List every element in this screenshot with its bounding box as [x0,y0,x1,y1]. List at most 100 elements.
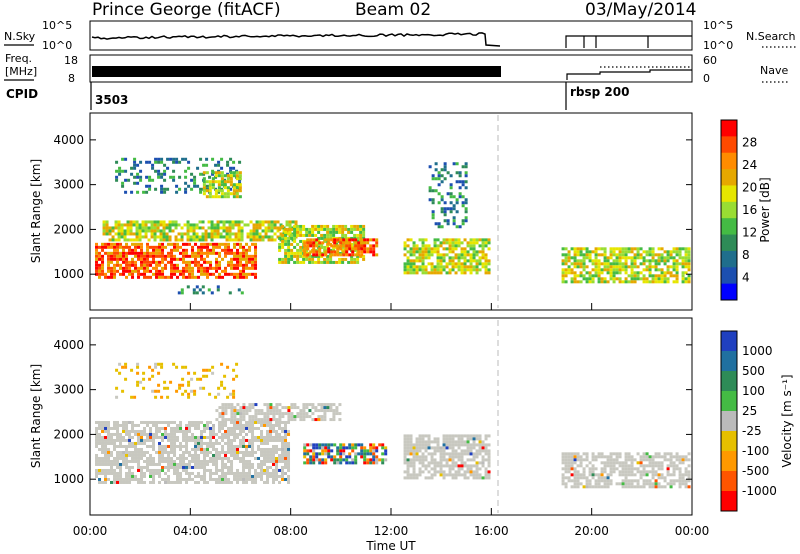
heatmap-cell [234,220,238,224]
heatmap-cell [332,227,336,231]
colorbar-swatch [721,201,737,219]
heatmap-cell [457,446,461,450]
heatmap-cell [144,232,148,236]
heatmap-cell [272,412,276,416]
heatmap-cell [104,441,108,445]
heatmap-cell [314,260,318,264]
heatmap-cell [478,446,482,450]
heatmap-cell [98,480,102,484]
heatmap-cell [188,275,192,279]
heatmap-cell [666,467,670,471]
heatmap-cell [257,456,261,460]
heatmap-cell [135,220,139,224]
heatmap-cell [166,386,170,390]
heatmap-cell [332,233,336,237]
heatmap-cell [200,245,204,249]
heatmap-cell [378,458,382,462]
heatmap-cell [227,418,231,422]
heatmap-cell [648,262,652,266]
heatmap-cell [179,456,183,460]
heatmap-cell [318,250,322,254]
heatmap-cell [181,392,185,396]
heatmap-cell [188,474,192,478]
heatmap-cell [242,245,246,249]
heatmap-cell [248,418,252,422]
heatmap-cell [212,432,216,436]
heatmap-cell [678,482,682,486]
heatmap-cell [199,386,203,390]
heatmap-cell [237,232,241,236]
heatmap-cell [192,232,196,236]
heatmap-cell [318,247,322,251]
heatmap-cell [113,269,117,273]
heatmap-cell [179,459,183,463]
heatmap-cell [125,269,129,273]
heatmap-cell [573,259,577,263]
heatmap-cell [449,195,453,199]
heatmap-cell [409,271,413,275]
heatmap-cell [585,253,589,257]
heatmap-cell [564,467,568,471]
heatmap-cell [188,465,192,469]
heatmap-cell [327,449,331,453]
heatmap-cell [315,238,319,242]
heatmap-cell [195,238,199,242]
heatmap-cell [184,365,188,369]
heatmap-cell [229,187,233,191]
heatmap-cell [257,444,261,448]
heatmap-cell [98,441,102,445]
heatmap-cell [403,247,407,251]
heatmap-cell [454,443,458,447]
heatmap-cell [191,459,195,463]
heatmap-cell [415,476,419,480]
heatmap-cell [451,440,455,444]
heatmap-cell [356,224,360,228]
heatmap-cell [588,461,592,465]
heatmap-cell [266,456,270,460]
heatmap-cell [424,250,428,254]
heatmap-cell [302,418,306,422]
heatmap-cell [372,449,376,453]
heatmap-cell [239,477,243,481]
heatmap-cell [418,467,422,471]
heatmap-cell [460,455,464,459]
heatmap-cell [170,480,174,484]
heatmap-cell [125,242,129,246]
heatmap-cell [131,420,135,424]
heatmap-cell [233,242,237,246]
heatmap-cell [169,157,173,161]
heatmap-cell [362,227,366,231]
heatmap-cell [306,238,310,242]
heatmap-cell [463,247,467,251]
heatmap-cell [238,174,242,178]
heatmap-cell [116,465,120,469]
heatmap-cell [116,420,120,424]
heatmap-cell [195,285,199,289]
heatmap-cell [615,271,619,275]
heatmap-cell [237,223,241,227]
heatmap-cell [200,432,204,436]
heatmap-cell [296,230,300,234]
heatmap-cell [258,220,262,224]
heatmap-cell [194,257,198,261]
heatmap-cell [108,238,112,242]
heatmap-cell [221,412,225,416]
heatmap-cell [654,277,658,281]
heatmap-cell [442,470,446,474]
heatmap-cell [233,429,237,433]
heatmap-cell [484,443,488,447]
heatmap-cell [227,242,231,246]
heatmap-cell [245,257,249,261]
heatmap-cell [263,462,267,466]
heatmap-cell [342,238,346,242]
heatmap-cell [152,477,156,481]
heatmap-cell [164,447,168,451]
heatmap-cell [484,452,488,456]
heatmap-cell [351,253,355,257]
heatmap-cell [603,461,607,465]
heatmap-cell [101,423,105,427]
heatmap-cell [223,192,227,196]
heatmap-cell [437,201,441,205]
heatmap-cell [116,260,120,264]
heatmap-cell [269,426,273,430]
